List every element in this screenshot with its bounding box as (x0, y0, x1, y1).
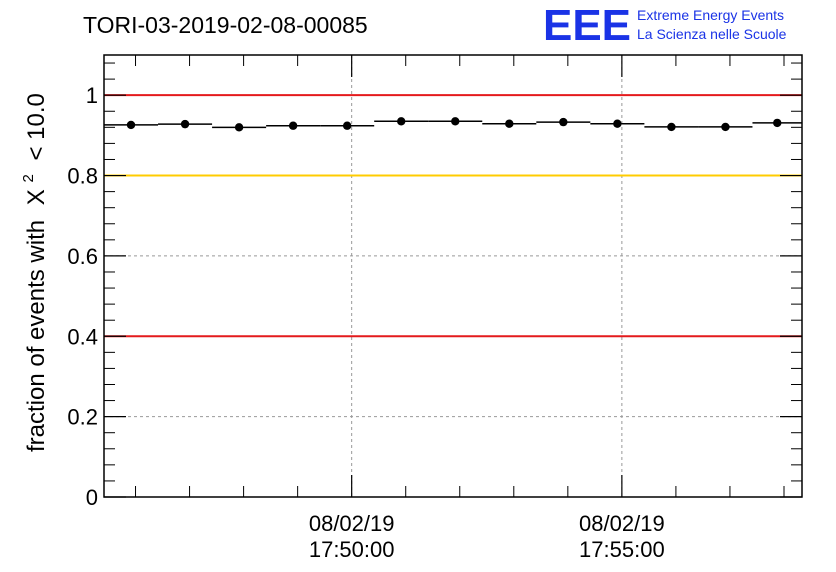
tick-labels: 00.20.40.60.8108/02/1917:50:0008/02/1917… (67, 83, 664, 562)
x-tick-time-label: 17:55:00 (579, 537, 665, 562)
x-tick-time-label: 17:50:00 (309, 537, 395, 562)
data-point (180, 119, 190, 129)
plot-frame (103, 54, 803, 498)
data-point (288, 121, 298, 130)
data-point (342, 121, 352, 130)
data-point (451, 117, 460, 126)
y-tick-label: 1 (86, 83, 98, 108)
data-point (559, 117, 568, 127)
reference-lines (104, 94, 802, 338)
data-point (721, 122, 730, 132)
y-tick-label: 0.4 (67, 324, 98, 349)
y-axis-label-text: fraction of events with (23, 220, 50, 452)
y-axis-label-symbol: X (23, 189, 50, 205)
y-axis-label-superscript: 2 (20, 174, 37, 182)
chart-title: TORI-03-2019-02-08-00085 (83, 12, 368, 38)
eee-logo: EEE Extreme Energy Events La Scienza nel… (543, 1, 787, 50)
y-tick-label: 0.8 (67, 164, 98, 189)
eee-logo-line1: Extreme Energy Events (637, 7, 784, 23)
eee-logo-mark: EEE (543, 1, 631, 50)
data-points (104, 117, 802, 132)
x-tick-date-label: 08/02/19 (579, 511, 665, 536)
data-point (397, 117, 406, 126)
x-tick-date-label: 08/02/19 (309, 511, 395, 536)
data-point (126, 120, 136, 130)
svg-text:fraction of events with: fraction of events with X 2 < 10.0 (12, 93, 50, 452)
data-point (234, 123, 244, 132)
y-tick-label: 0.6 (67, 244, 98, 269)
y-tick-label: 0.2 (67, 405, 98, 430)
data-point (667, 122, 676, 132)
eee-logo-line2: La Scienza nelle Scuole (637, 26, 787, 42)
y-axis-label: fraction of events with X 2 < 10.0 (12, 93, 50, 452)
data-point (613, 119, 622, 128)
data-point (773, 118, 782, 128)
axis-ticks (104, 55, 802, 498)
y-tick-label: 0 (86, 485, 98, 510)
y-axis-label-suffix: < 10.0 (23, 93, 50, 160)
data-point (505, 119, 514, 128)
